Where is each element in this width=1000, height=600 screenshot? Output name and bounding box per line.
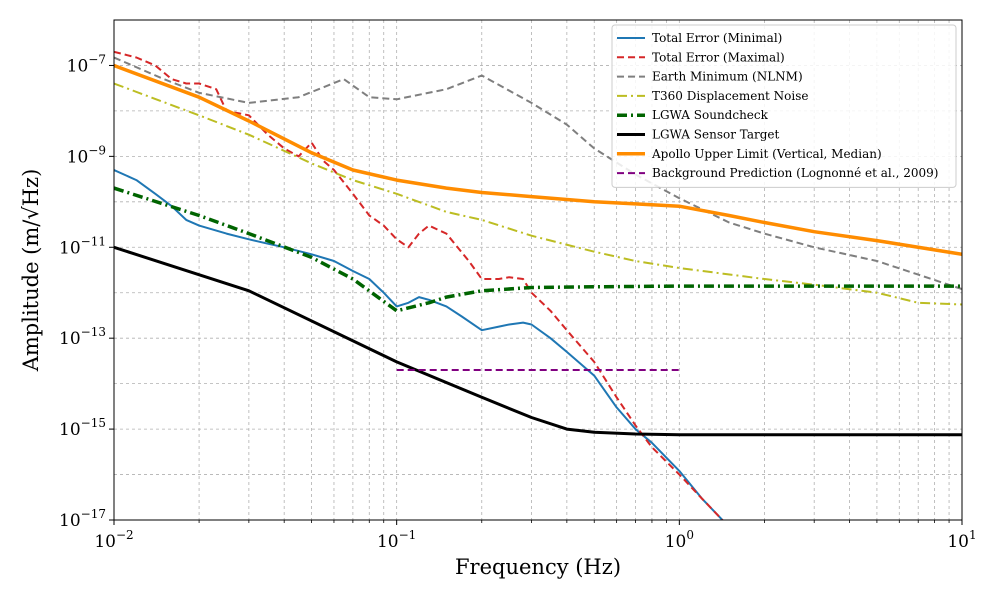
legend-item[interactable]: Earth Minimum (NLNM) — [617, 70, 803, 84]
y-tick-label: 10−17 — [59, 507, 106, 531]
legend-label: Apollo Upper Limit (Vertical, Median) — [651, 147, 882, 161]
plot-frame — [113, 19, 963, 521]
series-line-1 — [114, 169, 724, 520]
x-tick-label: 101 — [947, 528, 976, 552]
ticks: 10−2 10−1 100 101 10−17 10−15 10−13 10−11 10−9 10… — [59, 52, 977, 552]
x-axis-label: Frequency (Hz) — [455, 555, 621, 579]
series-line-3 — [114, 56, 962, 291]
series-line-6 — [114, 245, 962, 437]
y-tick-label: 10−15 — [59, 416, 106, 440]
legend-label: LGWA Sensor Target — [652, 128, 780, 142]
y-tick-label: 10−13 — [59, 325, 106, 349]
legend-box — [611, 24, 957, 188]
legend-item[interactable]: Total Error (Minimal) — [617, 31, 782, 45]
legend-item[interactable]: Apollo Upper Limit (Vertical, Median) — [617, 147, 882, 161]
x-tick-label: 10−2 — [94, 528, 133, 552]
series-line-7 — [114, 63, 962, 257]
legend-label: LGWA Soundcheck — [652, 108, 769, 122]
y-axis-label: Amplitude (m/√Hz) — [19, 169, 43, 373]
y-tick-label: 10−9 — [67, 143, 106, 167]
legend-item[interactable]: T360 Displacement Noise — [617, 89, 809, 103]
legend-item[interactable]: Background Prediction (Lognonné et al., … — [617, 166, 938, 180]
legend-label: T360 Displacement Noise — [652, 89, 809, 103]
legend-item[interactable]: LGWA Soundcheck — [617, 108, 769, 122]
series-line-2 — [114, 50, 724, 520]
y-tick-label: 10−11 — [59, 234, 106, 258]
legend-label: Total Error (Minimal) — [652, 31, 782, 45]
legend-item[interactable]: LGWA Sensor Target — [617, 128, 780, 142]
legend[interactable]: Total Error (Minimal) Total Error (Maxima… — [611, 24, 957, 188]
legend-label: Background Prediction (Lognonné et al., … — [652, 166, 938, 180]
x-tick-label: 10−1 — [377, 528, 416, 552]
legend-label: Total Error (Maximal) — [652, 50, 785, 64]
series-line-5 — [114, 186, 962, 313]
legend-item[interactable]: Total Error (Maximal) — [617, 50, 785, 64]
series-line-4 — [114, 82, 962, 306]
series-layer — [114, 50, 962, 520]
x-tick-label: 100 — [665, 528, 694, 552]
y-tick-label: 10−7 — [67, 52, 106, 76]
legend-label: Earth Minimum (NLNM) — [652, 70, 803, 84]
